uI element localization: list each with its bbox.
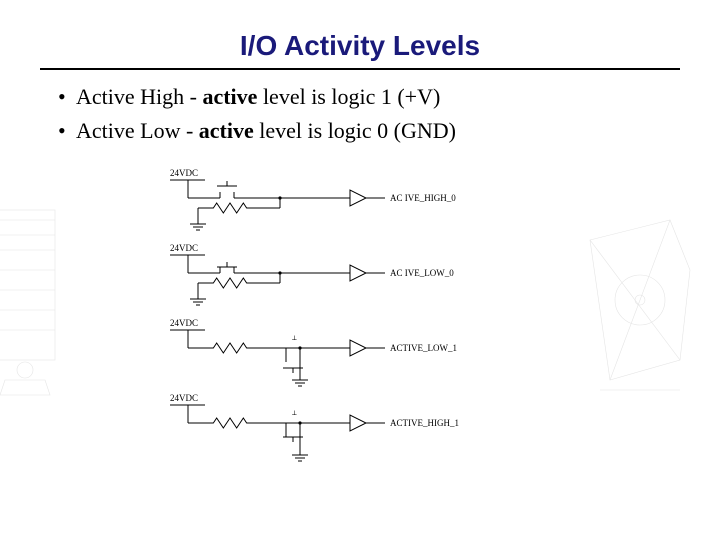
svg-text:24VDC: 24VDC	[170, 318, 198, 328]
bullet-item: Active High - active level is logic 1 (+…	[58, 84, 680, 110]
svg-text:ACTIVE_HIGH_1: ACTIVE_HIGH_1	[390, 418, 459, 428]
svg-text:24VDC: 24VDC	[170, 168, 198, 178]
bullet-bold: active	[202, 84, 257, 109]
bullet-bold: active	[199, 118, 254, 143]
svg-text:ACTIVE_LOW_1: ACTIVE_LOW_1	[390, 343, 457, 353]
svg-text:24VDC: 24VDC	[170, 393, 198, 403]
bullet-list: Active High - active level is logic 1 (+…	[40, 84, 680, 144]
bullet-suffix: level is logic 1 (+V)	[257, 84, 440, 109]
svg-text:⟂: ⟂	[292, 409, 297, 417]
bullet-prefix: Active High -	[76, 84, 202, 109]
bullet-suffix: level is logic 0 (GND)	[254, 118, 456, 143]
circuit-diagram-container: 24VDC AC IVE_HIGH_0 24VDC AC IVE_LOW_0 24VDC…	[40, 158, 680, 478]
svg-text:AC IVE_HIGH_0: AC IVE_HIGH_0	[390, 193, 456, 203]
bullet-item: Active Low - active level is logic 0 (GN…	[58, 118, 680, 144]
title-rule	[40, 68, 680, 70]
slide: I/O Activity Levels Active High - active…	[0, 0, 720, 540]
page-title: I/O Activity Levels	[40, 30, 680, 62]
svg-text:AC IVE_LOW_0: AC IVE_LOW_0	[390, 268, 454, 278]
svg-text:⟂: ⟂	[292, 334, 297, 342]
circuit-diagram: 24VDC AC IVE_HIGH_0 24VDC AC IVE_LOW_0 24VDC…	[150, 158, 570, 478]
bullet-prefix: Active Low -	[76, 118, 199, 143]
svg-text:24VDC: 24VDC	[170, 243, 198, 253]
